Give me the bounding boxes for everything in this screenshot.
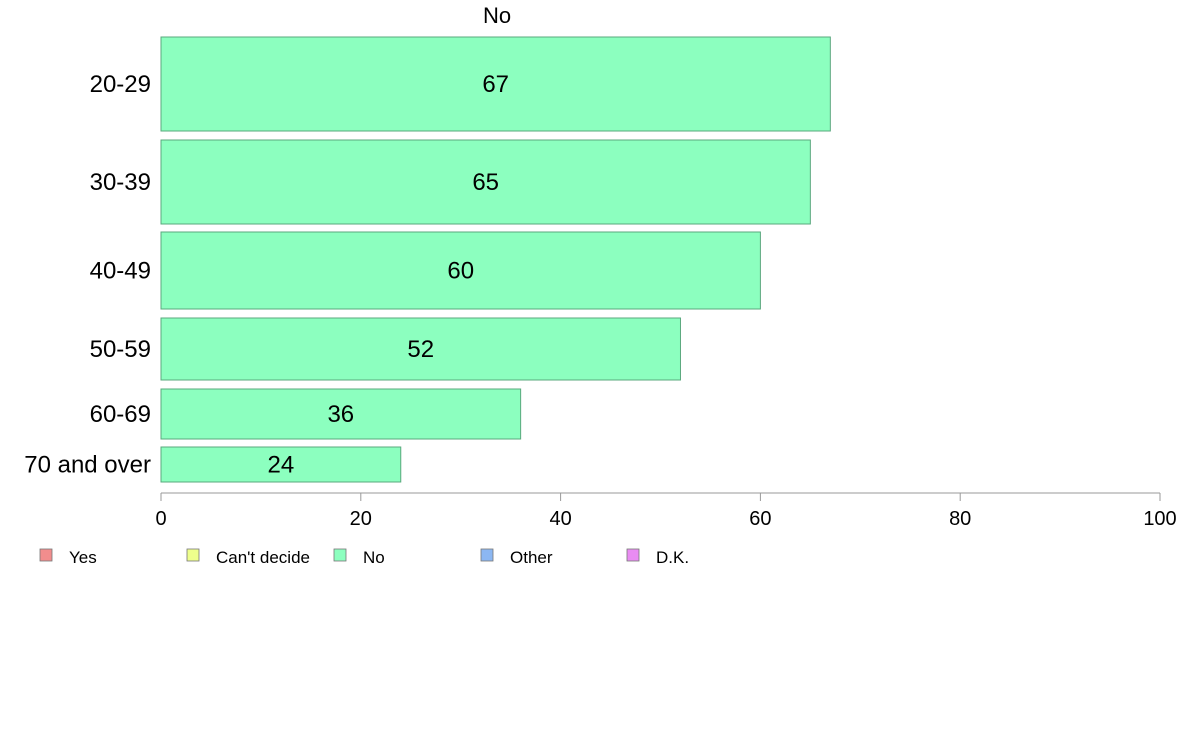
value-label: 67 (482, 71, 509, 98)
x-tick-label: 60 (749, 508, 771, 530)
value-label: 36 (327, 401, 354, 428)
x-tick-label: 100 (1143, 508, 1176, 530)
legend-swatch-2 (333, 548, 347, 562)
x-tick-label: 40 (549, 508, 571, 530)
bar-40-49 (160, 231, 761, 310)
bar-30-39 (160, 139, 811, 225)
x-tick-label: 20 (350, 508, 372, 530)
category-label: 40-49 (90, 258, 151, 285)
category-label: 30-39 (90, 169, 151, 196)
legend-label: No (363, 548, 385, 567)
legend-swatch-4 (626, 548, 640, 562)
legend-swatch-1 (186, 548, 200, 562)
legend-swatch-3 (480, 548, 494, 562)
legend-label: Other (510, 548, 553, 567)
bar-20-29 (160, 36, 831, 132)
value-label: 52 (407, 336, 434, 363)
legend-label: Yes (69, 548, 97, 567)
value-label: 24 (268, 452, 295, 479)
bar-50-59 (160, 317, 681, 381)
bar-70-and-over (160, 446, 402, 483)
legend-label: D.K. (656, 548, 689, 567)
x-tick-label: 80 (949, 508, 971, 530)
category-label: 50-59 (90, 336, 151, 363)
legend-swatch-0 (39, 548, 53, 562)
value-label: 65 (472, 169, 499, 196)
category-label: 20-29 (90, 71, 151, 98)
x-tick-label: 0 (155, 508, 166, 530)
category-label: 60-69 (90, 401, 151, 428)
value-label: 60 (447, 258, 474, 285)
chart-title: No (483, 3, 511, 28)
legend-label: Can't decide (216, 548, 310, 567)
bars-layer: 20-29 67 30-39 65 40-49 60 50-59 52 60-69 36 70 an… (24, 36, 831, 483)
legend: Yes Can't decide No Other D.K. (39, 548, 689, 567)
x-axis: 0 20 40 60 80 100 (155, 492, 1177, 530)
bar-60-69 (160, 388, 522, 440)
category-label: 70 and over (24, 452, 151, 479)
